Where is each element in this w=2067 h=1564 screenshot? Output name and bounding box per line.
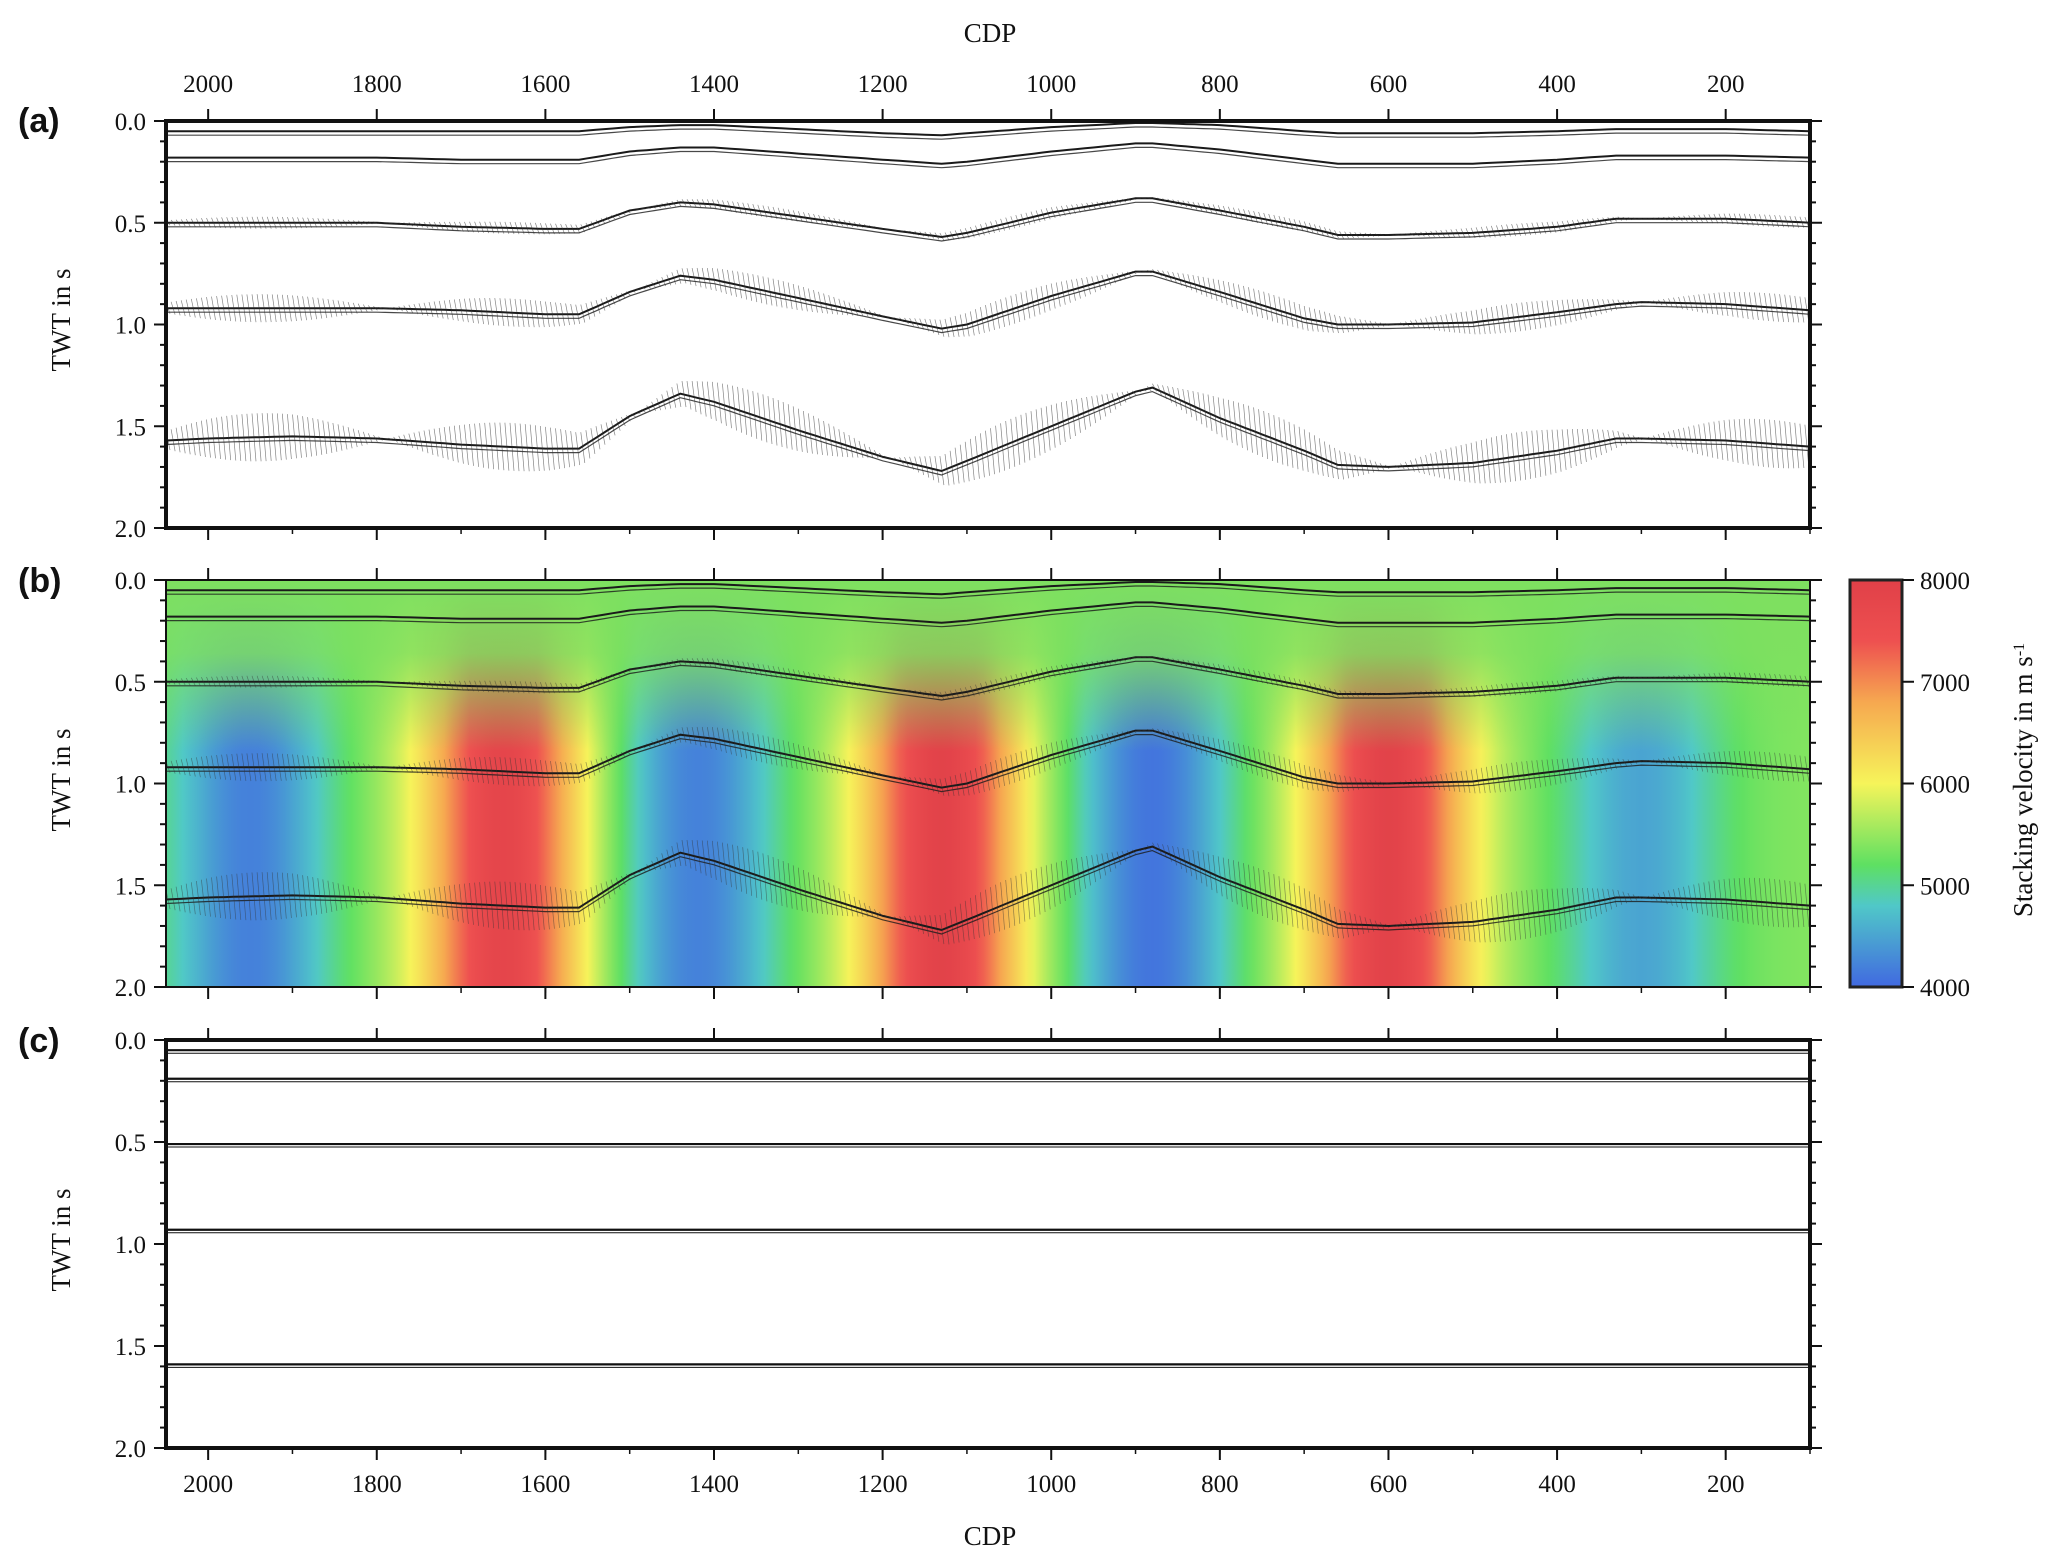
y-tick-label: 0.0 (115, 1028, 146, 1055)
horizon-line-1 (166, 581, 1810, 596)
bottom-x-tick-label: 1200 (858, 1471, 908, 1498)
bottom-x-tick-label: 800 (1201, 1471, 1239, 1498)
bottom-axis-title: CDP (964, 1521, 1017, 1551)
horizon-line-3-lower (166, 660, 1810, 701)
y-tick-label: 2.0 (115, 1436, 146, 1463)
y-tick-label: 0.5 (115, 670, 146, 697)
top-x-tick-label: 1400 (689, 71, 739, 98)
y-tick-label: 0.5 (115, 1130, 146, 1157)
horizon-line-4 (166, 270, 1810, 330)
top-x-tick-label: 200 (1707, 71, 1745, 98)
horizon-line-5 (166, 845, 1810, 932)
panel-c-label: (c) (18, 1022, 60, 1060)
panel-b-plot: 0.0 0.5 1.0 1.5 2.0 (115, 568, 1822, 1002)
horizon-line-3-lower (166, 201, 1810, 242)
horizon-line-1-lower (166, 585, 1810, 599)
horizon-line-1 (166, 122, 1810, 137)
horizon-line-4-lower (166, 275, 1810, 334)
y-tick-label: 0.0 (115, 109, 146, 136)
y-tick-label: 2.0 (115, 516, 146, 543)
top-axis-title: CDP (964, 18, 1017, 48)
plot-frame (164, 119, 1812, 530)
horizon-line-2-lower (166, 146, 1810, 169)
horizon-line-2-lower (166, 605, 1810, 628)
plot-frame (164, 1038, 1812, 1450)
colorbar-label: Stacking velocity in m s-1 (2008, 643, 2038, 917)
horizons (166, 122, 1810, 486)
horizon-hatch-4 (166, 267, 1810, 338)
y-tick-label: 0.5 (115, 211, 146, 238)
top-x-tick-label: 400 (1538, 71, 1576, 98)
top-x-tick-label: 1200 (858, 71, 908, 98)
y-tick-label: 1.5 (115, 414, 146, 441)
y-tick-label: 0.0 (115, 568, 146, 595)
y-tick-label: 1.0 (115, 1232, 146, 1259)
panel-b-ylabel: TWT in s (46, 729, 76, 832)
colorbar-tick-label: 7000 (1920, 670, 1970, 697)
panel-c: (c) TWT in s 0.0 0.5 1.0 1.5 2.0 (18, 1022, 1822, 1463)
y-tick-label: 1.5 (115, 1334, 146, 1361)
y-tick-label: 1.5 (115, 873, 146, 900)
colorbar-tick-label: 5000 (1920, 873, 1970, 900)
horizon-line-2 (166, 601, 1810, 624)
y-tick-label: 1.0 (115, 313, 146, 340)
top-x-tick-label: 800 (1201, 71, 1239, 98)
panel-b: (b) TWT in s 0.0 0.5 1.0 1.5 2.0 (18, 562, 1822, 1002)
horizon-line-2 (166, 142, 1810, 165)
horizon-hatch-5 (166, 840, 1810, 945)
bottom-x-tick-label: 1600 (520, 1471, 570, 1498)
panel-a-ylabel: TWT in s (46, 269, 76, 372)
top-x-tick-label: 1600 (520, 71, 570, 98)
top-x-tick-label: 1000 (1026, 71, 1076, 98)
colorbar-tick-label: 8000 (1920, 568, 1970, 595)
panel-b-label: (b) (18, 562, 61, 600)
horizon-hatch-3 (166, 197, 1810, 241)
horizon-line-4 (166, 729, 1810, 789)
top-x-tick-label: 600 (1370, 71, 1408, 98)
bottom-x-tick-label: 2000 (183, 1471, 233, 1498)
bottom-x-tick-label: 1000 (1026, 1471, 1076, 1498)
colorbar-tick-label: 4000 (1920, 975, 1970, 1002)
velocity-heatmap-top-fade (166, 580, 1810, 987)
horizon-hatch-3 (166, 656, 1810, 700)
bottom-x-tick-label: 600 (1370, 1471, 1408, 1498)
horizons (166, 1049, 1810, 1368)
horizon-hatch-4 (166, 726, 1810, 797)
panel-c-plot: 0.0 0.5 1.0 1.5 2.0 (115, 1028, 1822, 1463)
panel-a-label: (a) (18, 102, 60, 140)
y-tick-label: 2.0 (115, 975, 146, 1002)
bottom-x-tick-label: 1400 (689, 1471, 739, 1498)
top-x-tick-labels: 2000 1800 1600 1400 1200 1000 800 600 400 200 (183, 71, 1744, 98)
horizons (166, 581, 1810, 945)
horizon-line-5 (166, 386, 1810, 473)
panel-a-plot: 0.0 0.5 1.0 1.5 2.0 (115, 109, 1822, 543)
bottom-x-tick-label: 200 (1707, 1471, 1745, 1498)
horizon-line-1-lower (166, 126, 1810, 140)
colorbar-ticks: 4000 5000 6000 7000 8000 (1902, 568, 1970, 1002)
top-x-tick-label: 2000 (183, 71, 233, 98)
panel-a: (a) TWT in s 0.0 0.5 1.0 1.5 2.0 (18, 102, 1822, 543)
colorbar-gradient (1848, 578, 1904, 989)
horizon-line-3 (166, 656, 1810, 698)
colorbar: 4000 5000 6000 7000 8000 Stacking velocity i… (1848, 568, 2038, 1002)
top-x-tick-label: 1800 (352, 71, 402, 98)
colorbar-tick-label: 6000 (1920, 772, 1970, 799)
bottom-x-tick-label: 400 (1538, 1471, 1576, 1498)
bottom-x-tick-label: 1800 (352, 1471, 402, 1498)
bottom-x-tick-labels: 2000 1800 1600 1400 1200 1000 800 600 400 200 (183, 1471, 1744, 1498)
y-tick-label: 1.0 (115, 772, 146, 799)
horizon-hatch-5 (166, 381, 1810, 486)
panel-c-ylabel: TWT in s (46, 1189, 76, 1292)
horizon-line-3 (166, 197, 1810, 239)
